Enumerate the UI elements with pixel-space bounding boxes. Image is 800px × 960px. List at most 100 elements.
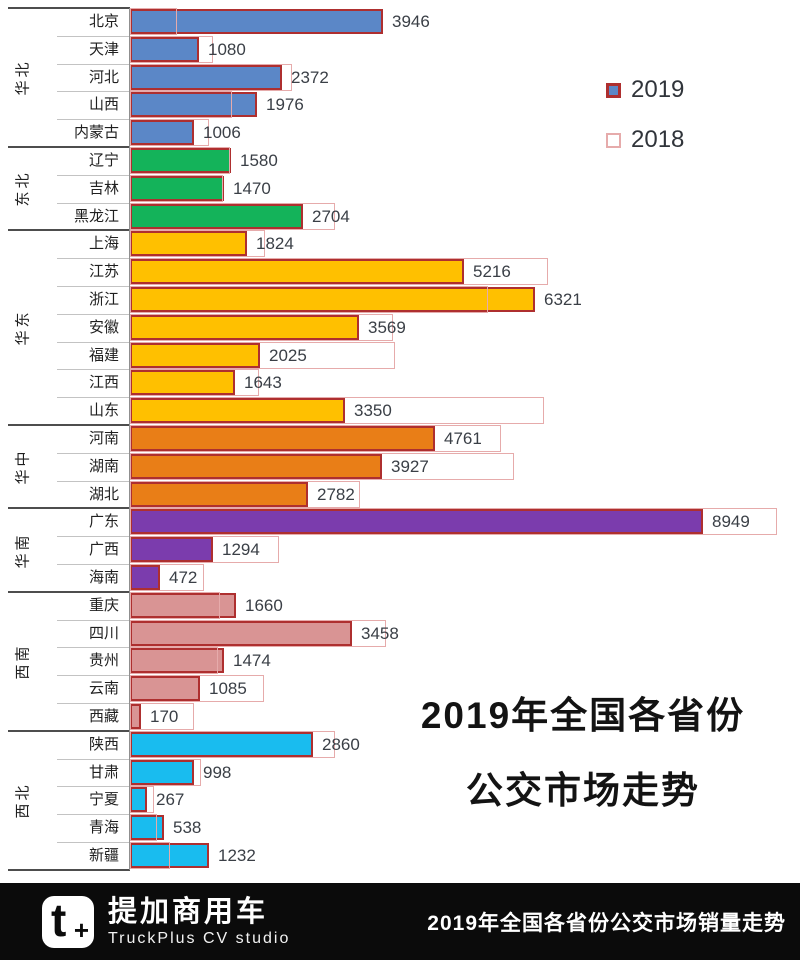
bar-track: 170	[130, 702, 790, 731]
value-label: 3569	[368, 317, 406, 337]
region-rows: 北京 3946 天津 1080 河北 2372 山西 1976 内蒙古 1006	[45, 8, 790, 147]
chart-title-line2: 公交市场走势	[466, 770, 700, 811]
bar-track: 1643	[130, 369, 790, 397]
value-label: 1976	[266, 95, 304, 115]
province-label: 河北	[88, 68, 119, 86]
bar-2018-西藏	[130, 702, 194, 730]
bar-track: 2372	[130, 63, 790, 92]
bar-track: 998	[130, 758, 790, 787]
value-label: 1006	[203, 123, 241, 143]
region-group-华东: 华东 上海 1824 江苏 5216 浙江 6321 安徽 3569 福建 2025 江西 1643 山东…	[0, 229, 790, 425]
bar-track: 2782	[130, 480, 790, 509]
bar-2018-上海	[130, 230, 265, 258]
bar-track: 1824	[130, 230, 790, 258]
region-group-西南: 西南 重庆 1660 四川 3458 贵州 1474 云南 1085 西藏 170	[0, 590, 790, 731]
bar-track: 3927	[130, 452, 790, 481]
region-label-text: 华南	[14, 532, 32, 569]
value-label: 1294	[222, 540, 260, 560]
bar-track: 1470	[130, 174, 790, 203]
bar-2019-河南	[130, 425, 435, 451]
truckplus-logo-icon: t +	[42, 893, 94, 948]
bar-2019-湖南	[130, 453, 382, 479]
bar-2018-广西	[130, 536, 279, 564]
region-group-东北: 东北 辽宁 1580 吉林 1470 黑龙江 2704	[0, 145, 790, 231]
bar-track: 1474	[130, 647, 790, 675]
province-label: 黑龙江	[73, 207, 119, 225]
bar-track: 538	[130, 814, 790, 842]
province-label: 云南	[88, 680, 119, 698]
bar-2019-广东	[130, 509, 703, 535]
province-row: 黑龙江 2704	[45, 202, 790, 231]
province-label: 江苏	[88, 263, 119, 281]
province-row: 浙江 6321	[45, 285, 790, 314]
province-row: 云南 1085	[45, 675, 790, 703]
bar-2018-山东	[130, 397, 544, 425]
province-row: 北京 3946	[45, 8, 790, 36]
bar-2019-安徽	[130, 314, 359, 340]
province-label: 上海	[88, 235, 119, 253]
province-row: 湖南 3927	[45, 452, 790, 481]
province-row: 湖北 2782	[45, 480, 790, 509]
bar-2018-重庆	[130, 591, 220, 619]
province-label: 西藏	[88, 707, 119, 725]
province-row: 内蒙古 1006	[45, 119, 790, 147]
province-label: 天津	[88, 40, 119, 58]
province-label: 北京	[88, 13, 119, 30]
bar-2018-福建	[130, 341, 395, 369]
value-label: 1824	[256, 234, 294, 254]
bar-2018-黑龙江	[130, 202, 335, 230]
bar-2018-河北	[130, 63, 292, 91]
bar-track: 1006	[130, 119, 790, 147]
province-row: 福建 2025	[45, 341, 790, 370]
bar-2018-浙江	[130, 285, 488, 313]
value-label: 2782	[317, 484, 355, 504]
bar-2018-甘肃	[130, 758, 201, 786]
logo-t-glyph: t	[51, 893, 67, 946]
value-label: 1085	[209, 679, 247, 699]
bar-2019-广西	[130, 537, 213, 563]
bar-2019-黑龙江	[130, 203, 303, 229]
province-label: 广东	[88, 513, 119, 531]
province-row: 上海 1824	[45, 230, 790, 258]
value-label: 2372	[291, 67, 329, 87]
bar-track: 1660	[130, 591, 790, 620]
value-label: 2704	[312, 206, 350, 226]
logo-plus-glyph: +	[73, 914, 89, 945]
bar-track: 1294	[130, 536, 790, 564]
bar-2018-安徽	[130, 313, 393, 341]
province-label: 贵州	[88, 652, 119, 670]
region-label: 华东	[0, 230, 45, 425]
value-label: 8949	[712, 512, 750, 532]
value-label: 3458	[361, 623, 399, 643]
bar-2018-宁夏	[130, 786, 154, 814]
value-label: 2025	[269, 345, 307, 365]
value-label: 1643	[244, 373, 282, 393]
legend-swatch-2019-icon	[606, 82, 621, 98]
region-label: 华中	[0, 425, 45, 508]
bar-2018-湖南	[130, 452, 514, 480]
bar-2018-山西	[130, 91, 232, 119]
region-label-text: 西北	[14, 782, 32, 819]
region-rows: 陕西 2860 甘肃 998 宁夏 267 青海 538 新疆 1232	[45, 730, 790, 870]
region-rows: 河南 4761 湖南 3927 湖北 2782	[45, 424, 790, 509]
bar-2019-浙江	[130, 286, 535, 312]
province-row: 河南 4761	[45, 424, 790, 453]
brand-name: 提加商用车	[108, 895, 269, 928]
province-row: 河北 2372	[45, 63, 790, 92]
province-label: 江西	[88, 374, 119, 392]
value-label: 1232	[218, 845, 256, 865]
province-row: 甘肃 998	[45, 758, 790, 787]
province-row: 广东 8949	[45, 508, 790, 536]
province-label: 重庆	[88, 596, 119, 614]
bar-track: 8949	[130, 508, 790, 536]
brand-logo-group: t + 提加商用车 TruckPlus CV studio	[42, 893, 290, 948]
bar-track: 3569	[130, 313, 790, 342]
bar-2018-海南	[130, 563, 204, 591]
province-label: 吉林	[88, 179, 119, 197]
province-label: 山东	[88, 402, 119, 420]
region-group-华南: 华南 广东 8949 广西 1294 海南 472	[0, 507, 790, 591]
province-label: 辽宁	[88, 152, 119, 169]
bar-2018-江西	[130, 369, 259, 397]
bar-track: 267	[130, 786, 790, 814]
legend-item-2019: 2019	[606, 76, 684, 104]
